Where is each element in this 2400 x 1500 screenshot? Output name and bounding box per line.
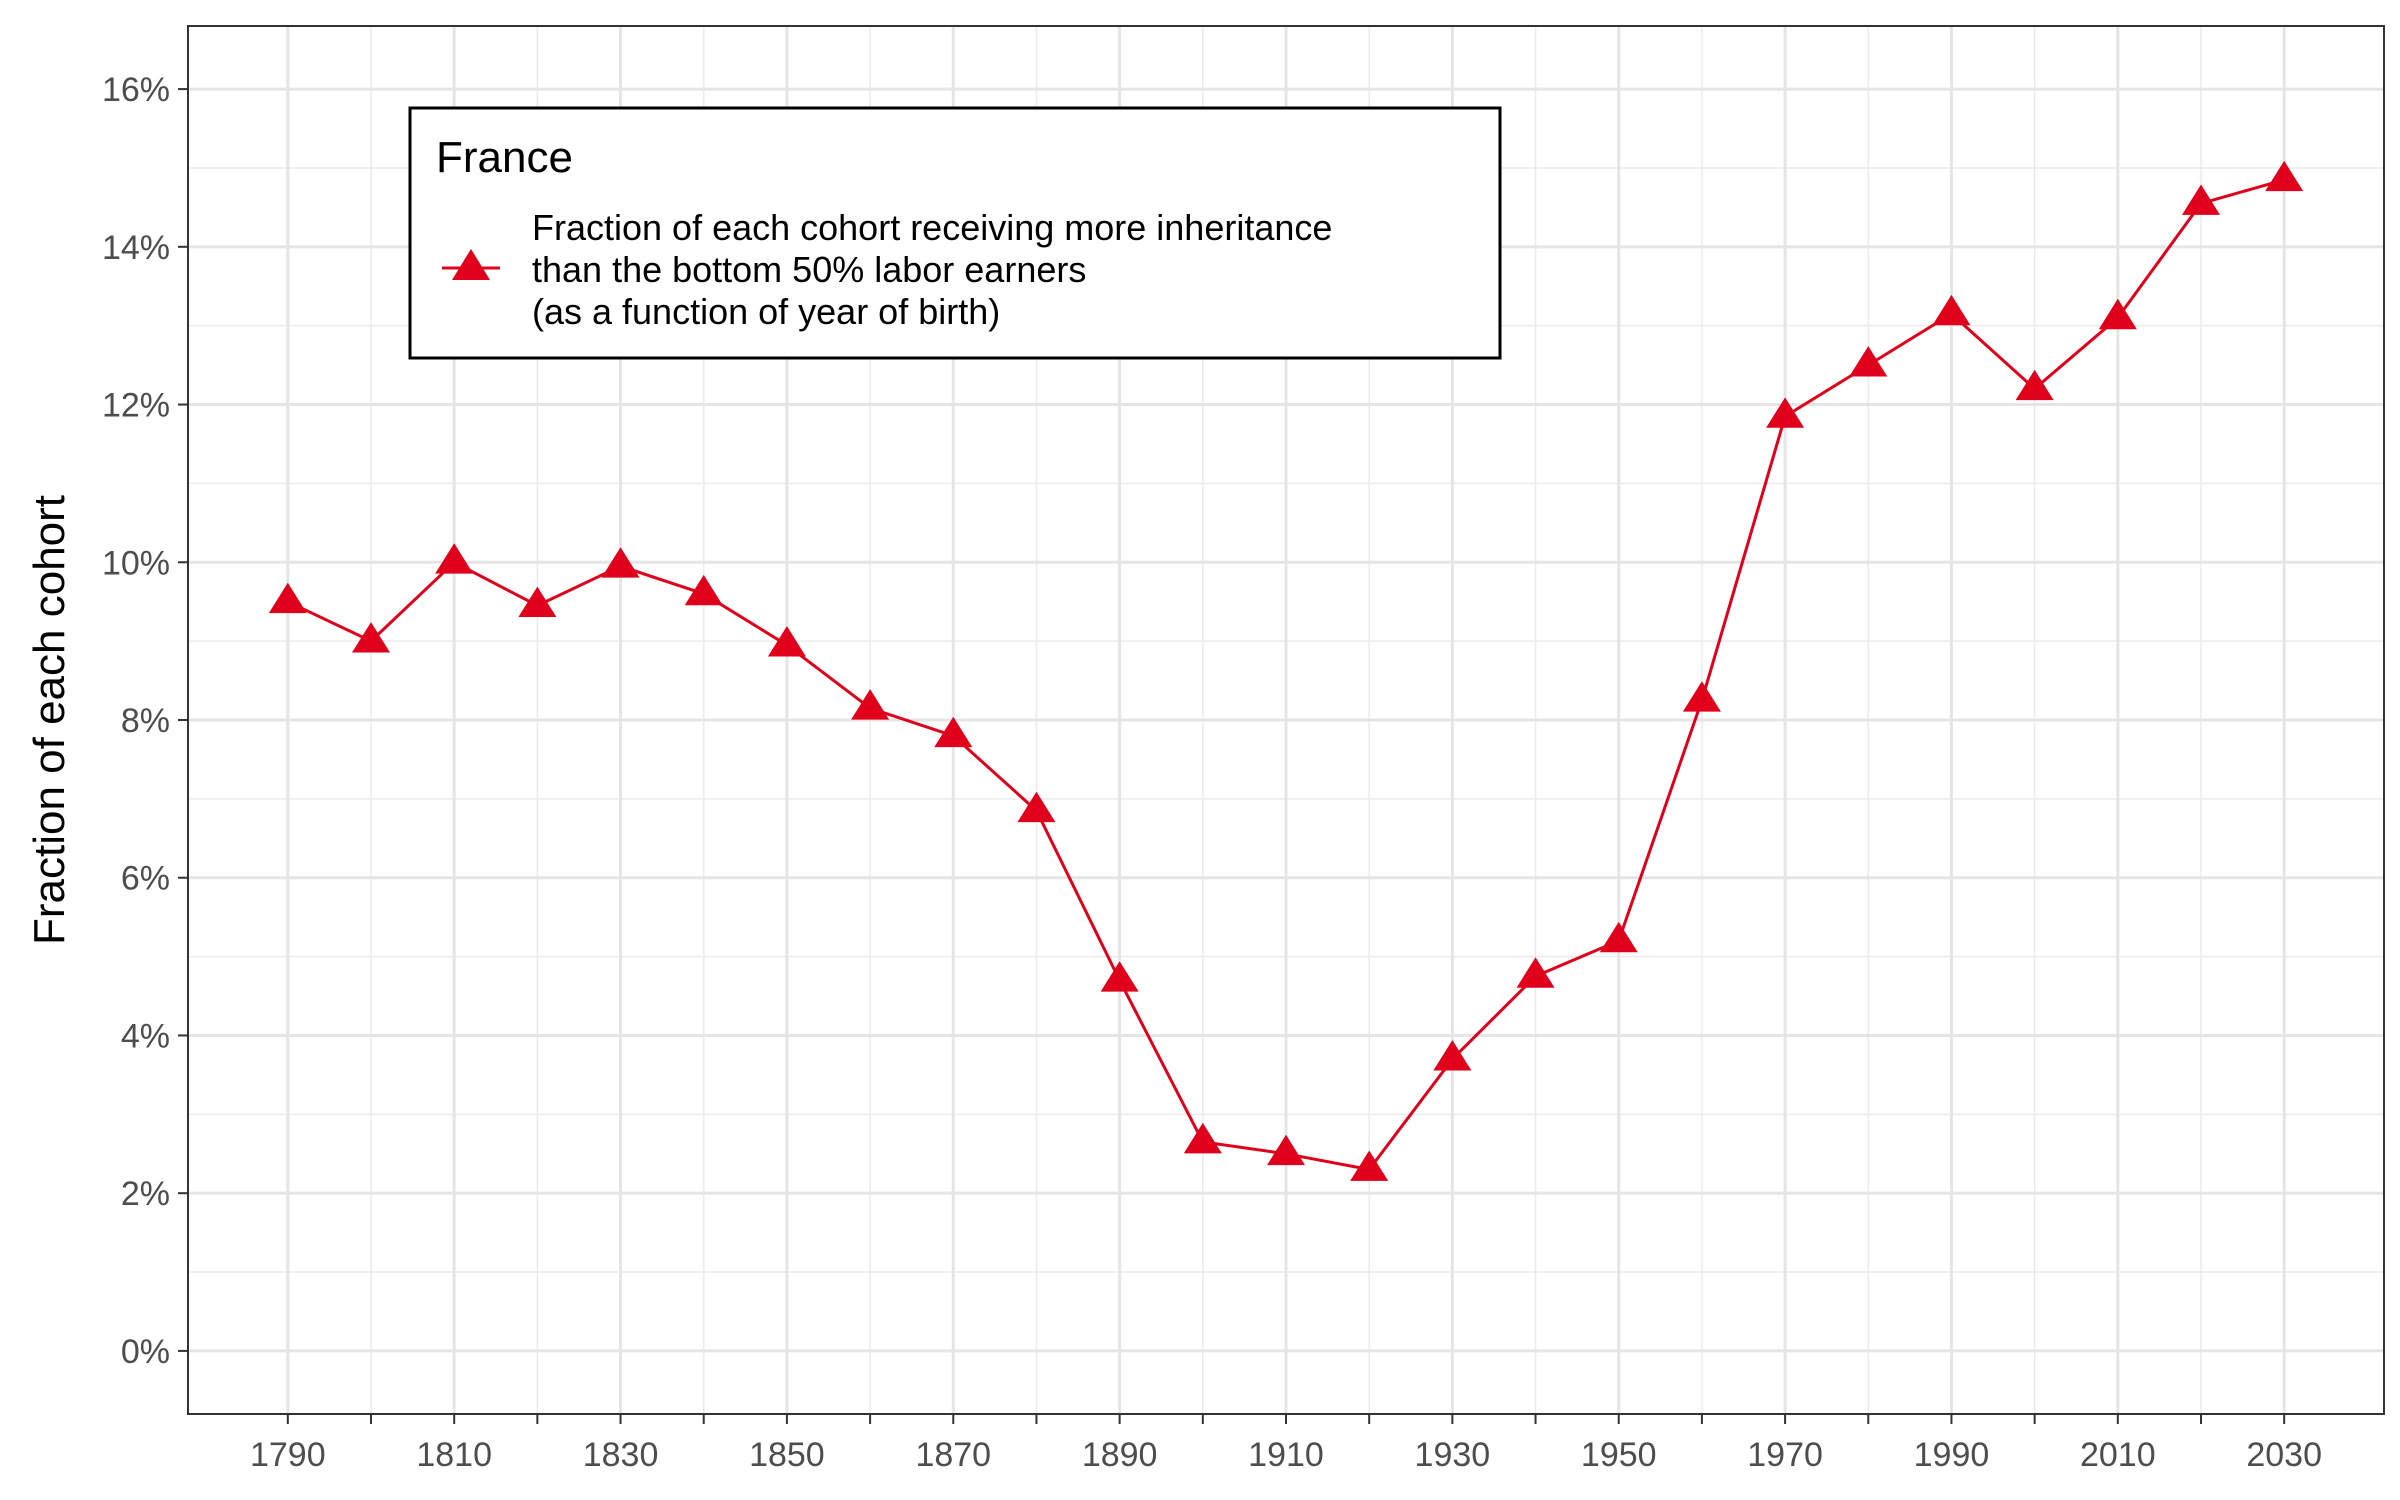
data-point-triangle-marker — [934, 716, 973, 748]
x-tick-label: 1950 — [1581, 1436, 1657, 1474]
y-tick-label: 16% — [102, 71, 170, 109]
y-tick-label: 10% — [102, 544, 170, 582]
y-tick-label: 0% — [121, 1333, 170, 1371]
data-point-triangle-marker — [1682, 681, 1721, 712]
legend-title: France — [436, 133, 573, 182]
data-point-triangle-marker — [1100, 961, 1139, 992]
x-tick-label: 1870 — [915, 1436, 991, 1474]
x-tick-label: 1850 — [749, 1436, 825, 1474]
data-point-triangle-marker — [1516, 957, 1555, 988]
data-point-triangle-marker — [1932, 294, 1971, 326]
y-tick-label: 6% — [121, 860, 170, 898]
data-point-triangle-marker — [268, 582, 307, 614]
series-layer — [268, 160, 2304, 1181]
x-tick-label: 1790 — [250, 1436, 326, 1474]
data-point-triangle-marker — [1350, 1150, 1389, 1181]
data-point-triangle-marker — [1849, 346, 1888, 377]
data-point-triangle-marker — [1433, 1040, 1472, 1071]
x-tick-label: 1830 — [583, 1436, 659, 1474]
x-tick-label: 2030 — [2246, 1436, 2322, 1474]
data-point-triangle-marker — [1267, 1134, 1305, 1166]
legend-box — [408, 106, 1502, 360]
data-point-triangle-marker — [1017, 791, 1056, 823]
x-tick-label: 2010 — [2080, 1436, 2156, 1474]
data-point-triangle-marker — [352, 622, 390, 653]
data-point-triangle-marker — [435, 543, 474, 574]
legend-label-line-2: than the bottom 50% labor earners — [532, 249, 1086, 290]
x-axis: 1790 1810 1830 1850 1870 1890 1910 1930 1950 1970… — [250, 1414, 2322, 1474]
data-point-triangle-marker — [851, 689, 890, 720]
data-point-triangle-marker — [2098, 298, 2137, 330]
y-tick-label: 12% — [102, 387, 170, 425]
data-point-triangle-marker — [684, 574, 723, 606]
y-tick-label: 8% — [121, 702, 170, 740]
y-tick-label: 2% — [121, 1175, 170, 1213]
x-tick-label: 1970 — [1747, 1436, 1823, 1474]
y-tick-label: 4% — [121, 1017, 170, 1055]
legend-label-line-3: (as a function of year of birth) — [532, 291, 1000, 332]
data-point-triangle-marker — [1766, 397, 1805, 428]
data-point-triangle-marker — [767, 626, 806, 657]
data-point-triangle-marker — [1183, 1122, 1222, 1154]
x-tick-label: 1890 — [1082, 1436, 1158, 1474]
data-point-triangle-marker — [2265, 160, 2304, 192]
data-point-triangle-marker — [2015, 369, 2054, 401]
x-tick-label: 1810 — [416, 1436, 492, 1474]
legend: France Fraction of each cohort receiving… — [408, 106, 1502, 360]
legend-label-line-1: Fraction of each cohort receiving more i… — [532, 207, 1332, 248]
x-tick-label: 1930 — [1415, 1436, 1491, 1474]
legend-key-triangle-marker — [452, 249, 490, 280]
x-tick-label: 1910 — [1248, 1436, 1324, 1474]
data-point-triangle-marker — [518, 586, 557, 618]
x-tick-label: 1990 — [1914, 1436, 1990, 1474]
data-point-triangle-marker — [601, 547, 640, 578]
y-axis: 0% 2% 4% 6% 8% 10% 12% 14% 16% — [102, 71, 188, 1371]
data-point-triangle-marker — [2182, 184, 2220, 215]
y-tick-label: 14% — [102, 229, 170, 267]
data-point-triangle-marker — [1599, 921, 1638, 953]
y-axis-title: Fraction of each cohort — [25, 495, 74, 945]
